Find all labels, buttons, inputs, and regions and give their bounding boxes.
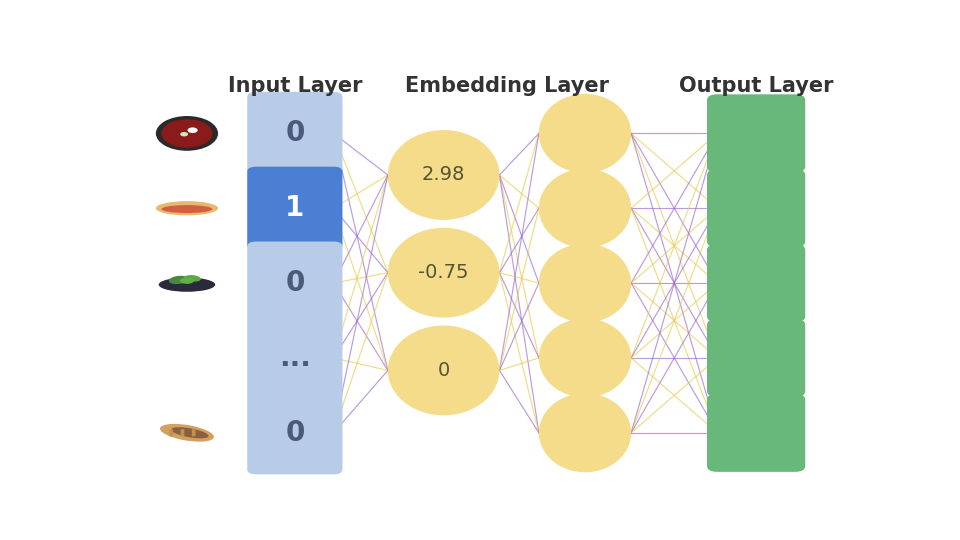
Text: 0: 0: [438, 361, 450, 380]
Ellipse shape: [171, 427, 208, 438]
Text: Embedding Layer: Embedding Layer: [405, 76, 609, 96]
FancyBboxPatch shape: [707, 169, 805, 247]
Ellipse shape: [388, 228, 499, 318]
FancyBboxPatch shape: [169, 429, 173, 436]
Ellipse shape: [180, 278, 194, 284]
Text: 2.98: 2.98: [422, 165, 466, 185]
FancyBboxPatch shape: [248, 241, 343, 325]
FancyBboxPatch shape: [248, 316, 343, 400]
FancyBboxPatch shape: [707, 319, 805, 397]
Ellipse shape: [539, 393, 631, 472]
Text: 0: 0: [285, 419, 304, 447]
Text: 0: 0: [285, 269, 304, 297]
FancyBboxPatch shape: [248, 167, 343, 250]
Circle shape: [156, 116, 218, 151]
Ellipse shape: [158, 278, 215, 292]
Circle shape: [161, 119, 212, 147]
Circle shape: [187, 127, 198, 133]
FancyBboxPatch shape: [707, 244, 805, 322]
Text: -0.75: -0.75: [419, 263, 468, 282]
Ellipse shape: [388, 130, 499, 220]
Ellipse shape: [539, 244, 631, 322]
FancyBboxPatch shape: [707, 394, 805, 472]
Ellipse shape: [388, 326, 499, 415]
FancyBboxPatch shape: [248, 92, 343, 175]
FancyBboxPatch shape: [707, 94, 805, 172]
Ellipse shape: [539, 168, 631, 248]
Text: ...: ...: [279, 344, 311, 372]
Ellipse shape: [184, 275, 201, 282]
Ellipse shape: [169, 276, 188, 284]
Circle shape: [180, 132, 188, 137]
FancyBboxPatch shape: [180, 429, 184, 436]
Ellipse shape: [156, 201, 218, 215]
Text: Output Layer: Output Layer: [679, 76, 833, 96]
Ellipse shape: [161, 205, 212, 213]
Text: 0: 0: [285, 119, 304, 147]
FancyBboxPatch shape: [248, 391, 343, 474]
Ellipse shape: [539, 319, 631, 397]
Text: Input Layer: Input Layer: [228, 76, 362, 96]
Ellipse shape: [539, 94, 631, 173]
FancyBboxPatch shape: [192, 429, 196, 436]
Ellipse shape: [160, 424, 214, 442]
Text: 1: 1: [285, 194, 304, 222]
